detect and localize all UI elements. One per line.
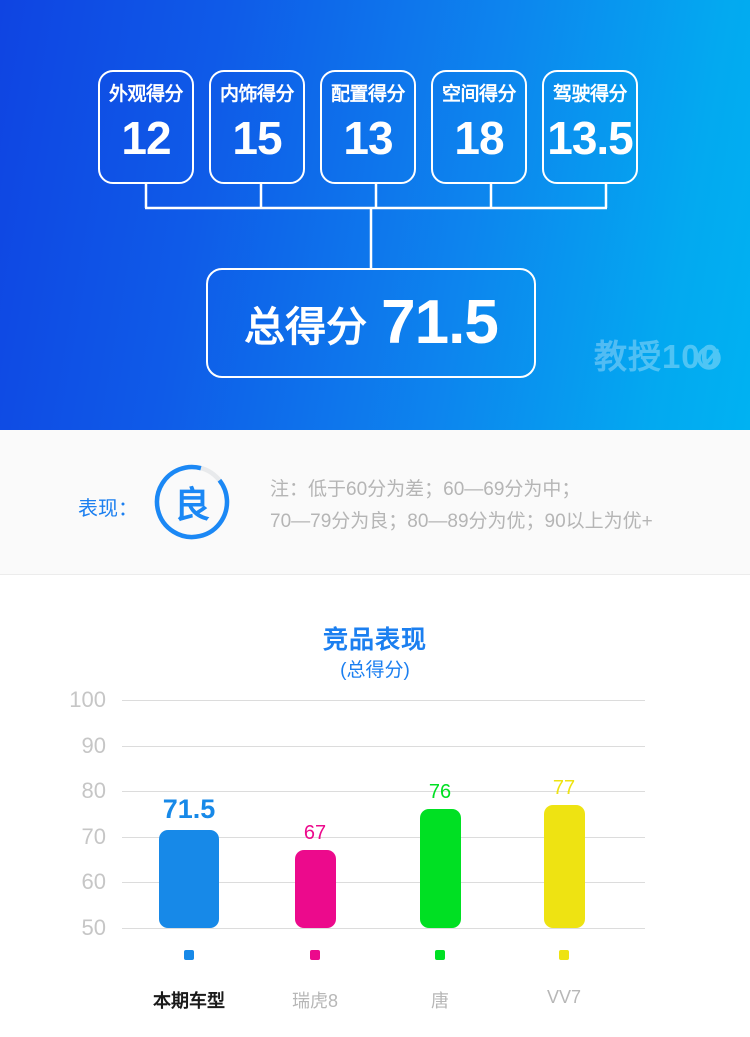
score-box-value: 12	[121, 112, 171, 164]
competitor-chart-section	[0, 575, 750, 1037]
total-score-box: 总得分 71.5	[206, 268, 536, 378]
score-box-value: 15	[232, 112, 282, 164]
score-box-label: 驾驶得分	[552, 84, 628, 105]
scoring-note-line1: 注：低于60分为差；60—69分为中；	[270, 479, 581, 500]
score-box-configuration: 配置得分 13	[320, 70, 416, 184]
score-box-value: 18	[454, 112, 504, 164]
check-circle-icon	[697, 345, 721, 370]
section-divider	[0, 574, 750, 575]
score-box-label: 外观得分	[108, 84, 184, 105]
score-box-label: 内饰得分	[219, 84, 295, 105]
performance-band	[0, 430, 750, 575]
score-box-interior: 内饰得分 15	[209, 70, 305, 184]
scoring-note: 注：低于60分为差；60—69分为中； 70—79分为良；80—89分为优；90…	[270, 474, 730, 538]
scoring-note-line2: 70—79分为良；80—89分为优；90以上为优+	[270, 511, 653, 532]
chart-title: 竞品表现	[322, 626, 427, 654]
total-score-label: 总得分	[244, 304, 368, 350]
score-box-label: 空间得分	[441, 84, 517, 105]
score-box-value: 13	[343, 112, 393, 164]
grade-ring-icon	[154, 464, 230, 540]
score-box-exterior: 外观得分 12	[98, 70, 194, 184]
hero-banner: 外观得分 12 内饰得分 15 配置得分 13 空间得分 18 驾驶得分 13.…	[0, 0, 750, 430]
watermark-text: 教授100	[593, 338, 720, 375]
score-box-driving: 驾驶得分 13.5	[542, 70, 638, 184]
bracket-connector	[144, 184, 608, 268]
score-box-value: 13.5	[547, 112, 634, 164]
total-score-value: 71.5	[381, 288, 499, 357]
grade-character: 良	[173, 484, 210, 525]
watermark-logo: 教授100	[594, 340, 722, 373]
score-box-label: 配置得分	[330, 84, 406, 105]
performance-label: 表现：	[78, 498, 138, 520]
chart-subtitle: (总得分)	[340, 660, 410, 681]
grade-badge: 良	[153, 463, 231, 541]
score-box-space: 空间得分 18	[431, 70, 527, 184]
score-box-row: 外观得分 12 内饰得分 15 配置得分 13 空间得分 18 驾驶得分 13.…	[98, 70, 638, 184]
